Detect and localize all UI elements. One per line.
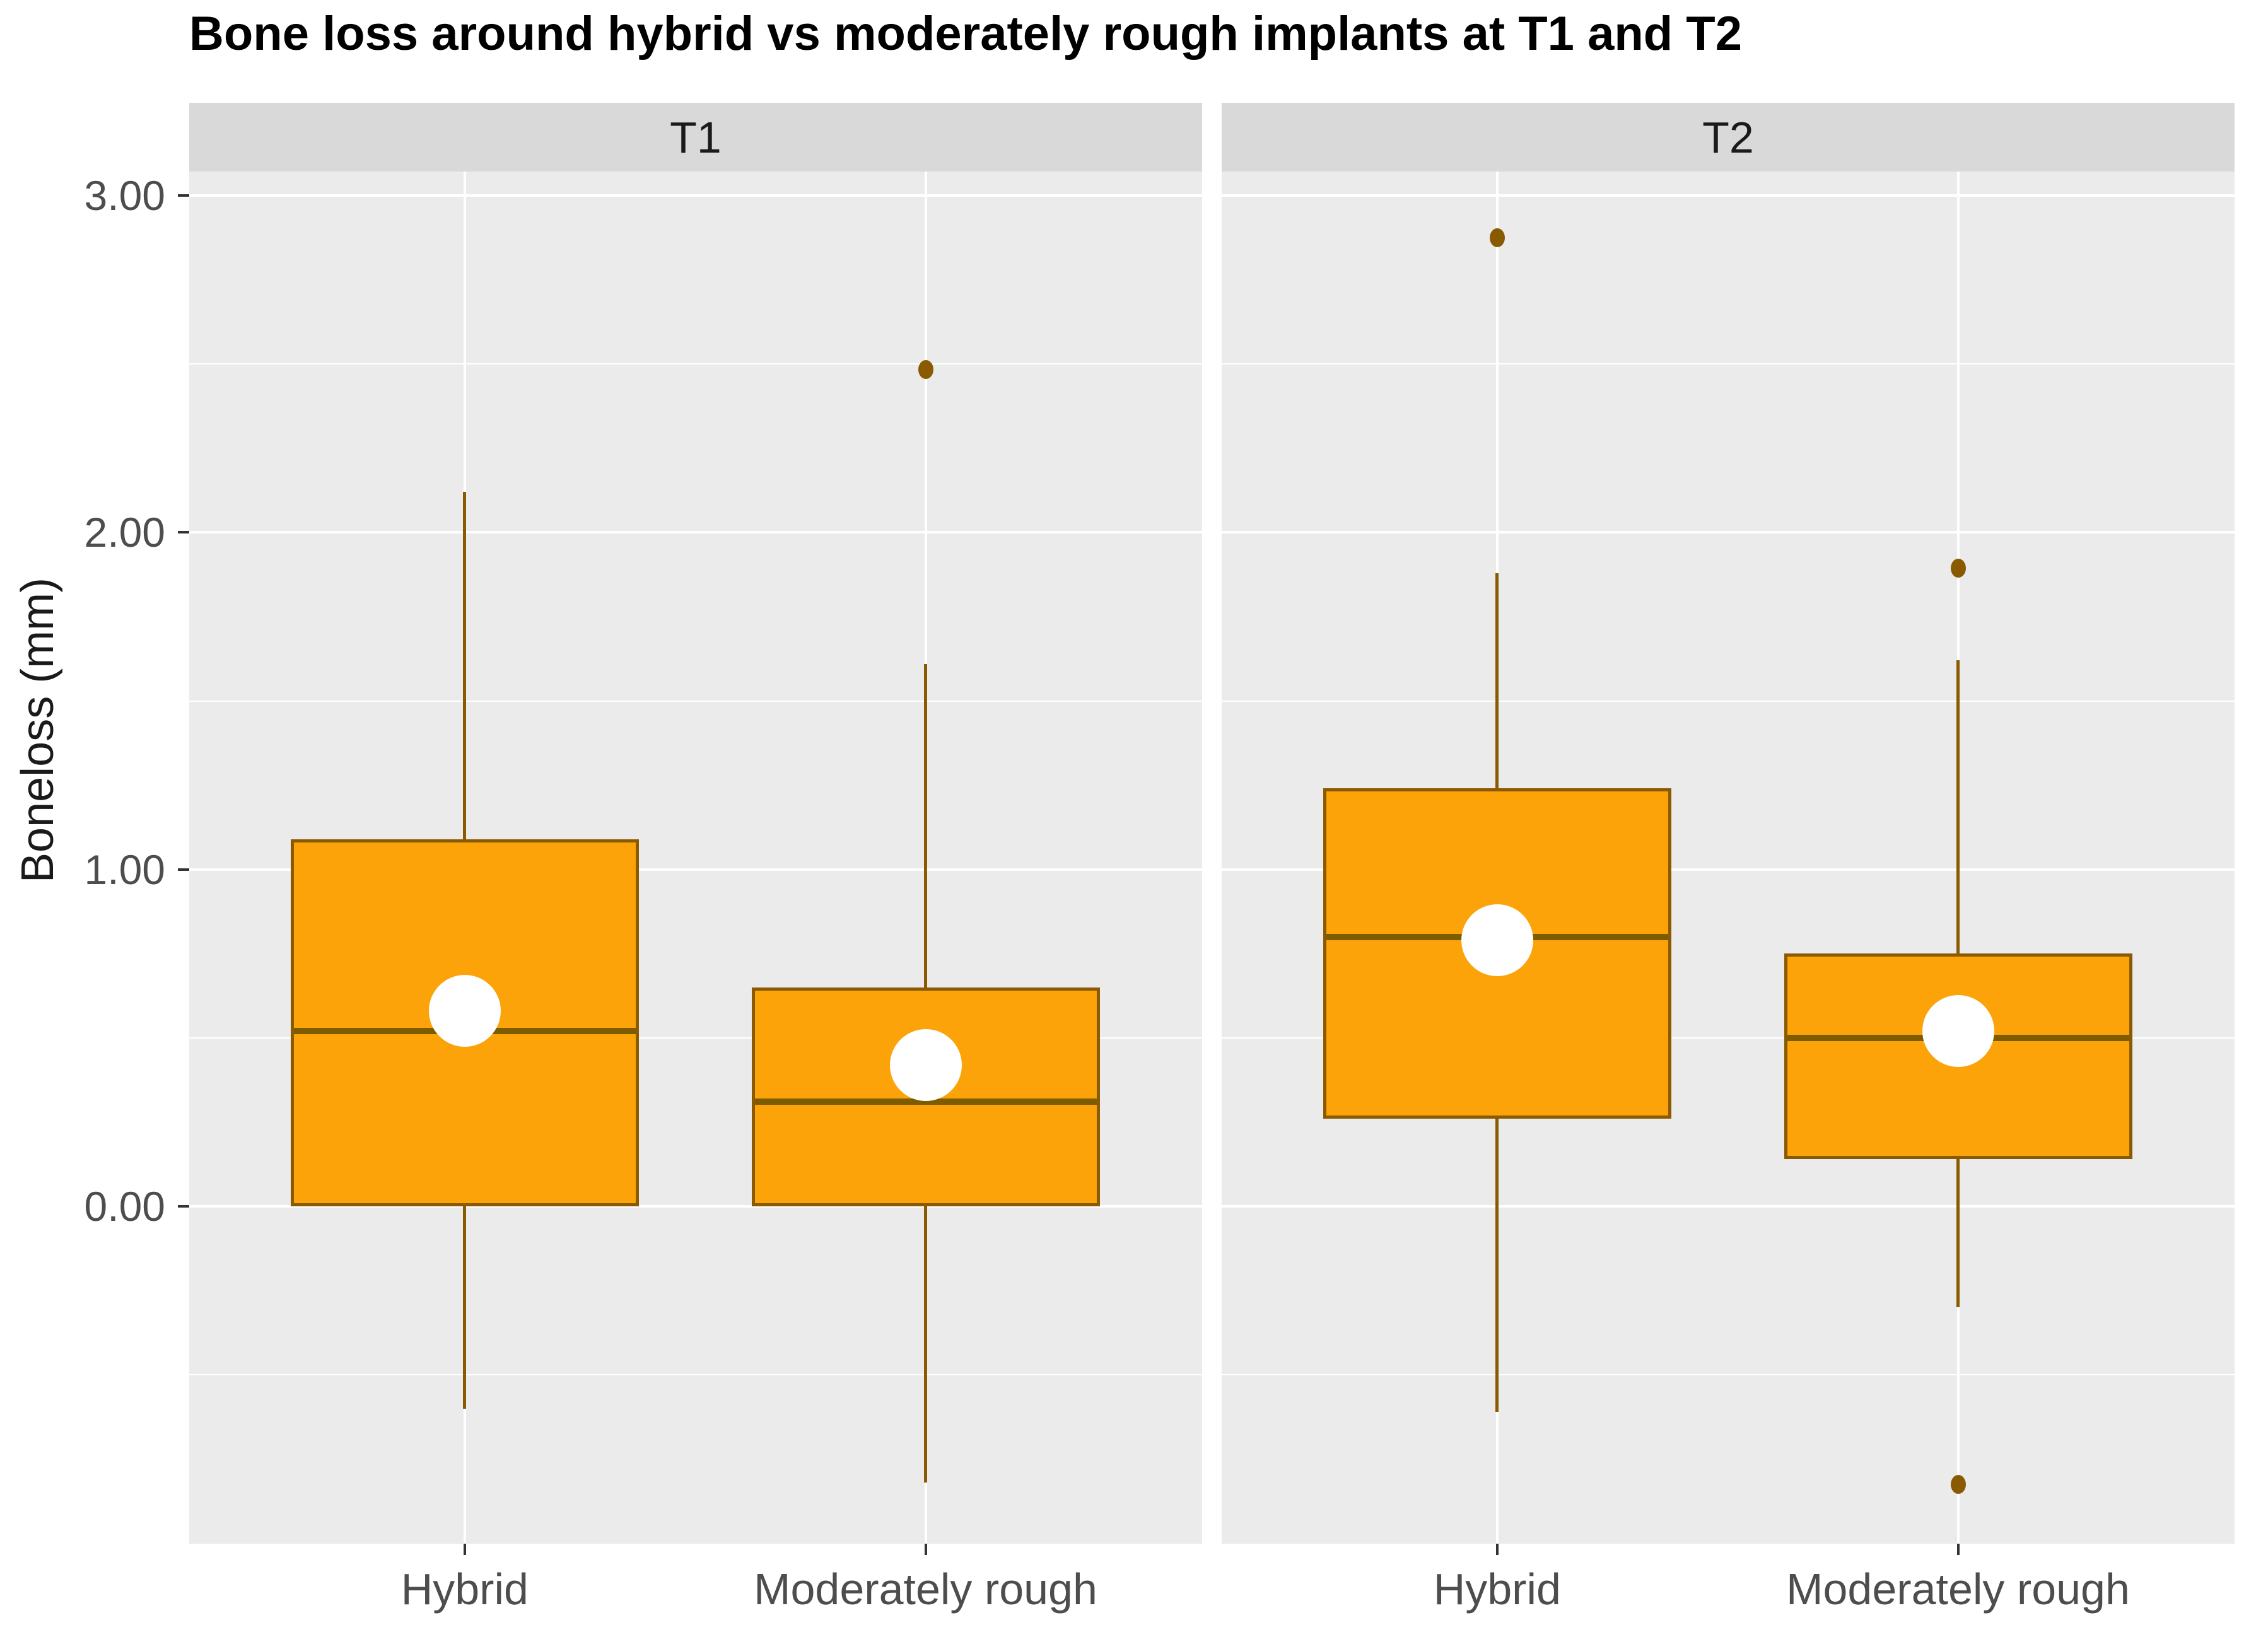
y-axis-tick-label: 2.00 [84, 509, 165, 556]
facet-panel [189, 172, 1202, 1544]
x-axis-tick-mark [1956, 1544, 1960, 1555]
gridline-minor [189, 700, 1202, 702]
gridline-minor [1222, 700, 2235, 702]
facet-strip: T2 [1222, 103, 2235, 172]
gridline-minor [189, 1037, 1202, 1039]
gridline-major [1222, 194, 2235, 197]
x-axis-category-label: Hybrid [400, 1565, 529, 1614]
x-axis-tick-mark [924, 1544, 927, 1555]
y-axis-tick-mark [178, 194, 189, 197]
facet-strip: T1 [189, 103, 1202, 172]
facet-strip-label: T2 [1702, 112, 1754, 162]
x-axis-tick-mark [1495, 1544, 1499, 1555]
mean-dot [889, 1028, 962, 1101]
gridline-major [189, 868, 1202, 871]
x-axis-tick-mark [463, 1544, 466, 1555]
mean-dot [428, 975, 501, 1047]
gridline-major [1222, 868, 2235, 871]
gridline-minor [189, 363, 1202, 365]
x-axis-category-label: Moderately rough [754, 1565, 1097, 1614]
median-line [754, 1098, 1097, 1105]
outlier-dot [918, 359, 933, 379]
facet-strip-label: T1 [670, 112, 722, 162]
gridline-major [189, 194, 1202, 197]
outlier-dot [1950, 1475, 1966, 1495]
gridline-major [189, 531, 1202, 534]
y-axis-tick-mark [178, 1205, 189, 1208]
facet-panel [1222, 172, 2235, 1544]
gridline-minor [189, 1374, 1202, 1376]
chart-title: Bone loss around hybrid vs moderately ro… [189, 7, 1742, 61]
y-axis-tick-mark [178, 531, 189, 534]
gridline-minor [1222, 363, 2235, 365]
outlier-dot [1489, 228, 1505, 248]
gridline-major [1222, 1205, 2235, 1208]
outlier-dot [1950, 558, 1966, 578]
y-axis-tick-mark [178, 868, 189, 871]
mean-dot [1461, 904, 1533, 976]
mean-dot [1922, 995, 1994, 1068]
gridline-minor [1222, 1037, 2235, 1039]
gridline-minor [1222, 1374, 2235, 1376]
gridline-major [189, 1205, 1202, 1208]
x-axis-category-label: Moderately rough [1786, 1565, 2130, 1614]
x-axis-category-label: Hybrid [1433, 1565, 1561, 1614]
y-axis-tick-label: 0.00 [84, 1183, 165, 1230]
y-axis-tick-label: 1.00 [84, 846, 165, 893]
gridline-major [1222, 531, 2235, 534]
y-axis-tick-label: 3.00 [84, 172, 165, 219]
